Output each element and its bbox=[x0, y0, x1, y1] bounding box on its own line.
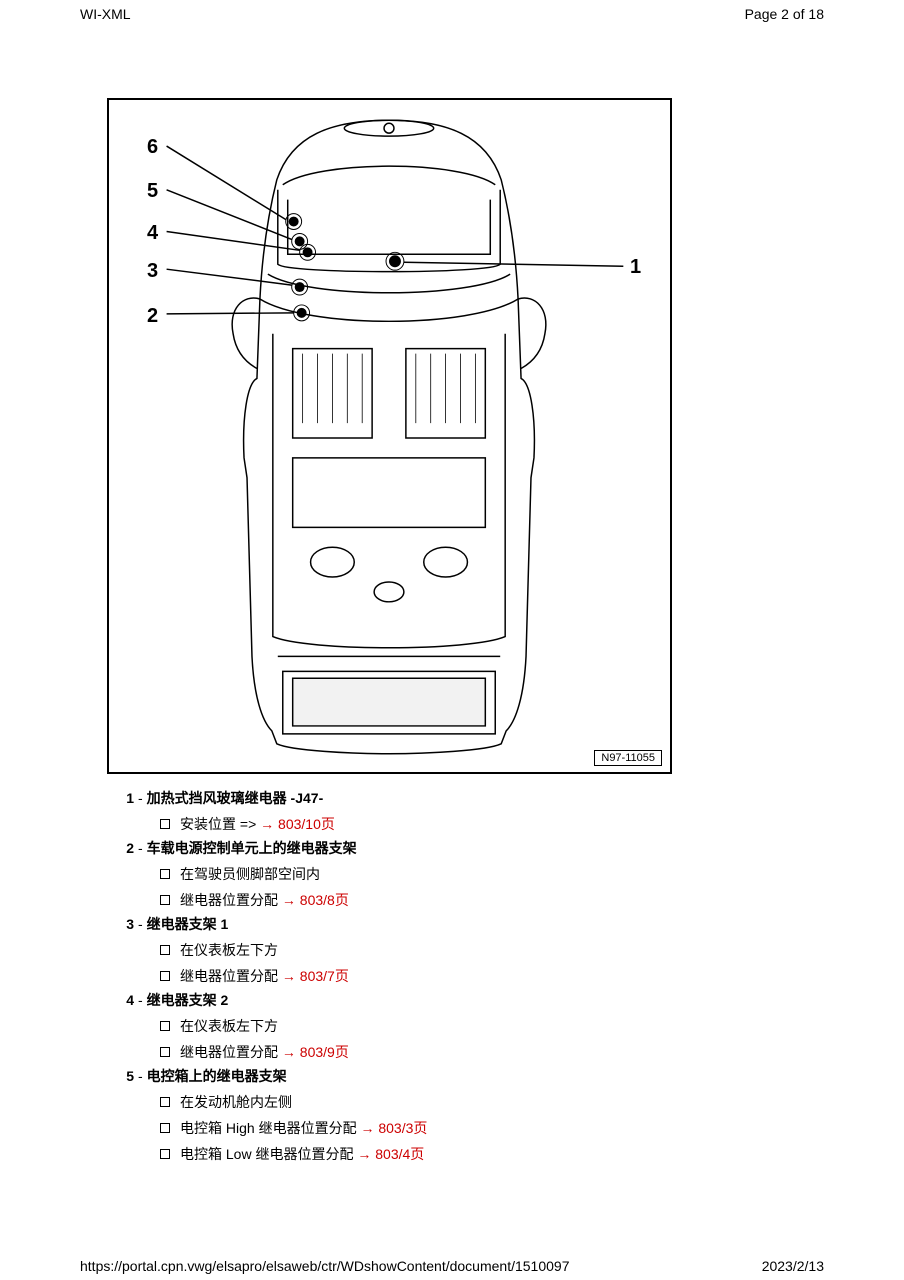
callout-1: 1 bbox=[630, 256, 641, 279]
sub-item: 继电器位置分配 → 803/9页 bbox=[160, 1042, 820, 1062]
callout-3: 3 bbox=[147, 260, 158, 283]
list-item-header: 4-继电器支架 2 bbox=[120, 990, 820, 1010]
list-item-header: 5-电控箱上的继电器支架 bbox=[120, 1066, 820, 1086]
sub-item: 在仪表板左下方 bbox=[160, 1016, 820, 1036]
page-indicator: Page 2 of 18 bbox=[745, 6, 824, 22]
item-number: 3 bbox=[120, 916, 134, 932]
item-number: 2 bbox=[120, 840, 134, 856]
bullet-icon bbox=[160, 895, 170, 905]
bullet-icon bbox=[160, 819, 170, 829]
item-title: 加热式挡风玻璃继电器 -J47- bbox=[147, 788, 324, 808]
footer-url: https://portal.cpn.vwg/elsapro/elsaweb/c… bbox=[80, 1258, 570, 1274]
bullet-icon bbox=[160, 1123, 170, 1133]
sub-item: 在发动机舱内左侧 bbox=[160, 1092, 820, 1112]
bullet-icon bbox=[160, 1097, 170, 1107]
sub-text: 继电器位置分配 → 803/8页 bbox=[180, 890, 349, 910]
component-list: 1-加热式挡风玻璃继电器 -J47-安装位置 => → 803/10页2-车载电… bbox=[120, 788, 820, 1168]
page-reference-link[interactable]: → 803/4页 bbox=[357, 1146, 424, 1162]
sub-text: 在驾驶员侧脚部空间内 bbox=[180, 864, 320, 884]
sub-item: 安装位置 => → 803/10页 bbox=[160, 814, 820, 834]
page-reference-link[interactable]: → 803/9页 bbox=[282, 1044, 349, 1060]
sub-item: 在驾驶员侧脚部空间内 bbox=[160, 864, 820, 884]
list-item-header: 3-继电器支架 1 bbox=[120, 914, 820, 934]
sub-item: 电控箱 Low 继电器位置分配 → 803/4页 bbox=[160, 1144, 820, 1164]
sub-text: 在仪表板左下方 bbox=[180, 1016, 278, 1036]
callout-5: 5 bbox=[147, 180, 158, 203]
car-top-view-svg bbox=[109, 100, 670, 772]
item-dash: - bbox=[138, 992, 143, 1008]
sub-text: 继电器位置分配 → 803/7页 bbox=[180, 966, 349, 986]
page-reference-link[interactable]: → 803/10页 bbox=[260, 816, 335, 832]
item-dash: - bbox=[138, 916, 143, 932]
list-item-header: 2-车载电源控制单元上的继电器支架 bbox=[120, 838, 820, 858]
item-dash: - bbox=[138, 790, 143, 806]
bullet-icon bbox=[160, 945, 170, 955]
footer-date: 2023/2/13 bbox=[762, 1258, 824, 1274]
list-item-header: 1-加热式挡风玻璃继电器 -J47- bbox=[120, 788, 820, 808]
page-reference-link[interactable]: → 803/8页 bbox=[282, 892, 349, 908]
sub-item: 在仪表板左下方 bbox=[160, 940, 820, 960]
callout-6: 6 bbox=[147, 136, 158, 159]
sub-text: 安装位置 => → 803/10页 bbox=[180, 814, 335, 834]
vehicle-diagram: 6 5 4 3 2 1 N97-11055 bbox=[107, 98, 672, 774]
callout-4: 4 bbox=[147, 222, 158, 245]
item-number: 4 bbox=[120, 992, 134, 1008]
bullet-icon bbox=[160, 1047, 170, 1057]
item-number: 5 bbox=[120, 1068, 134, 1084]
bullet-icon bbox=[160, 1149, 170, 1159]
page-reference-link[interactable]: → 803/7页 bbox=[282, 968, 349, 984]
item-title: 车载电源控制单元上的继电器支架 bbox=[147, 838, 357, 858]
page-reference-link[interactable]: → 803/3页 bbox=[360, 1120, 427, 1136]
item-number: 1 bbox=[120, 790, 134, 806]
item-dash: - bbox=[138, 840, 143, 856]
bullet-icon bbox=[160, 869, 170, 879]
sub-text: 继电器位置分配 → 803/9页 bbox=[180, 1042, 349, 1062]
header-title: WI-XML bbox=[80, 6, 131, 22]
item-title: 电控箱上的继电器支架 bbox=[147, 1066, 287, 1086]
item-title: 继电器支架 2 bbox=[147, 990, 229, 1010]
bullet-icon bbox=[160, 1021, 170, 1031]
sub-text: 电控箱 Low 继电器位置分配 → 803/4页 bbox=[180, 1144, 424, 1164]
bullet-icon bbox=[160, 971, 170, 981]
diagram-code-label: N97-11055 bbox=[594, 750, 662, 766]
item-title: 继电器支架 1 bbox=[147, 914, 229, 934]
sub-item: 继电器位置分配 → 803/7页 bbox=[160, 966, 820, 986]
sub-text: 在仪表板左下方 bbox=[180, 940, 278, 960]
callout-2: 2 bbox=[147, 305, 158, 328]
sub-text: 电控箱 High 继电器位置分配 → 803/3页 bbox=[180, 1118, 427, 1138]
sub-item: 继电器位置分配 → 803/8页 bbox=[160, 890, 820, 910]
item-dash: - bbox=[138, 1068, 143, 1084]
sub-text: 在发动机舱内左侧 bbox=[180, 1092, 292, 1112]
sub-item: 电控箱 High 继电器位置分配 → 803/3页 bbox=[160, 1118, 820, 1138]
